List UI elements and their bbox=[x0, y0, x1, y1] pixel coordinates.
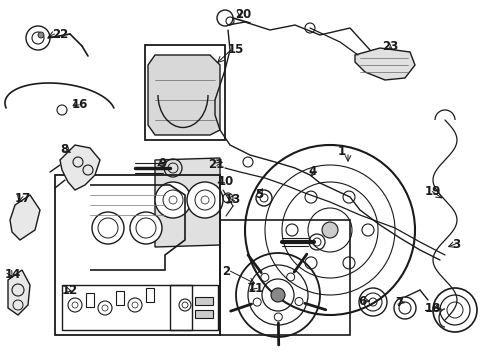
Bar bbox=[146, 288, 154, 302]
Circle shape bbox=[92, 212, 124, 244]
Text: 22: 22 bbox=[52, 28, 68, 41]
Text: 20: 20 bbox=[235, 8, 251, 21]
Text: 1: 1 bbox=[337, 145, 346, 158]
Text: 13: 13 bbox=[224, 193, 241, 206]
Circle shape bbox=[155, 182, 191, 218]
Text: 23: 23 bbox=[381, 40, 397, 53]
Text: 15: 15 bbox=[227, 43, 244, 56]
Text: 12: 12 bbox=[62, 284, 78, 297]
Circle shape bbox=[38, 32, 44, 38]
Text: 11: 11 bbox=[247, 282, 264, 295]
Circle shape bbox=[186, 182, 223, 218]
Bar bbox=[62, 285, 192, 330]
Polygon shape bbox=[354, 48, 414, 80]
Text: 17: 17 bbox=[15, 192, 31, 205]
Text: 14: 14 bbox=[5, 268, 21, 281]
Text: 3: 3 bbox=[451, 238, 459, 251]
Bar bbox=[86, 293, 94, 307]
Bar bbox=[170, 285, 218, 330]
Bar bbox=[195, 297, 213, 305]
Text: 4: 4 bbox=[307, 165, 316, 178]
Bar bbox=[145, 45, 224, 140]
Text: 8: 8 bbox=[60, 143, 68, 156]
Polygon shape bbox=[155, 158, 220, 247]
Polygon shape bbox=[148, 55, 220, 135]
Bar bbox=[220, 220, 349, 335]
Polygon shape bbox=[10, 195, 40, 240]
Text: 5: 5 bbox=[254, 188, 263, 201]
Text: 19: 19 bbox=[424, 185, 441, 198]
Bar bbox=[55, 175, 220, 335]
Polygon shape bbox=[60, 145, 100, 190]
Text: 16: 16 bbox=[72, 98, 88, 111]
Text: 21: 21 bbox=[207, 158, 224, 171]
Bar bbox=[116, 291, 124, 305]
Text: 2: 2 bbox=[222, 265, 230, 278]
Text: 10: 10 bbox=[218, 175, 234, 188]
Circle shape bbox=[130, 212, 162, 244]
Circle shape bbox=[270, 288, 285, 302]
Bar bbox=[195, 310, 213, 318]
Text: 7: 7 bbox=[394, 296, 402, 309]
Text: 9: 9 bbox=[158, 157, 166, 170]
Polygon shape bbox=[8, 270, 30, 315]
Text: 18: 18 bbox=[424, 302, 441, 315]
Text: 6: 6 bbox=[357, 295, 366, 308]
Circle shape bbox=[321, 222, 337, 238]
